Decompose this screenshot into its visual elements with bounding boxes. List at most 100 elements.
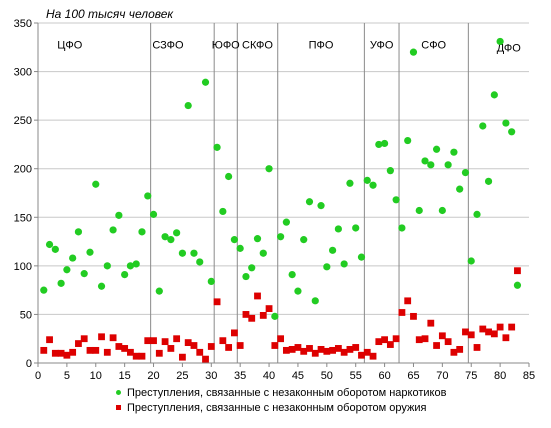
point-weapons-26 [184,339,192,346]
point-weapons-68 [427,319,435,327]
district-label-0: ЦФО [57,39,83,51]
point-drugs-38 [253,235,262,243]
y-tick-label-250: 250 [14,115,32,127]
point-weapons-16 [127,348,134,356]
point-drugs-13 [109,226,117,234]
point-weapons-71 [444,338,452,346]
point-drugs-3 [51,245,59,253]
point-weapons-1 [40,346,48,354]
point-weapons-34 [231,329,238,337]
point-weapons-15 [121,345,129,352]
point-drugs-47 [305,198,314,206]
point-weapons-58 [369,352,377,360]
point-weapons-57 [363,348,371,356]
point-weapons-7 [75,340,82,347]
point-weapons-72 [450,348,458,356]
point-drugs-15 [121,271,129,279]
point-weapons-55 [352,344,360,351]
point-weapons-74 [462,328,469,336]
y-tick-label-350: 350 [14,18,32,30]
district-labels: ЦФО СЗФО ЮФО СКФО ПФО УФО СФО ДФО [57,39,521,54]
point-drugs-21 [155,287,163,295]
point-drugs-72 [450,148,458,156]
point-drugs-52 [334,225,342,233]
point-weapons-69 [433,342,440,349]
y-tick-label-100: 100 [14,261,32,273]
point-drugs-29 [201,78,210,86]
x-tick-label-35: 35 [234,370,246,382]
y-tick-label-300: 300 [14,67,32,79]
point-drugs-75 [467,257,475,265]
point-drugs-6 [69,254,77,262]
y-tick-label-0: 0 [26,358,32,370]
point-drugs-14 [115,211,123,219]
point-drugs-43 [282,218,290,226]
point-weapons-35 [236,342,244,349]
point-weapons-65 [410,312,417,320]
point-weapons-5 [63,351,71,359]
point-drugs-80 [496,37,504,46]
point-weapons-67 [421,335,429,343]
point-drugs-44 [288,271,296,279]
point-drugs-1 [40,286,48,294]
point-drugs-64 [404,136,412,145]
point-drugs-57 [363,176,371,184]
point-weapons-9 [86,346,94,354]
point-weapons-39 [259,312,267,319]
point-weapons-23 [167,345,175,352]
point-drugs-66 [415,206,423,215]
x-tick-label-20: 20 [147,370,159,382]
point-drugs-20 [149,210,158,218]
point-weapons-83 [514,267,521,275]
district-dividers [150,23,469,363]
point-weapons-38 [254,292,261,300]
point-weapons-76 [473,344,481,351]
point-weapons-13 [109,334,117,342]
point-drugs-63 [398,224,406,232]
point-drugs-19 [144,192,152,200]
point-weapons-44 [288,346,296,353]
point-weapons-43 [282,346,290,354]
point-drugs-36 [242,272,250,281]
point-weapons-14 [115,343,123,350]
point-weapons-42 [277,335,285,343]
point-weapons-22 [161,338,169,346]
point-drugs-67 [421,157,429,165]
chart-title: На 100 тысяч человек [46,7,174,21]
point-weapons-11 [98,333,105,341]
x-tick-label-15: 15 [119,370,131,382]
district-label-6: СФО [421,39,446,51]
x-tick-label-70: 70 [436,370,448,382]
point-drugs-31 [213,143,221,151]
point-drugs-56 [357,253,366,261]
point-weapons-25 [179,353,186,361]
district-label-2: ЮФО [212,39,240,51]
point-drugs-68 [427,161,435,169]
point-drugs-27 [190,249,198,257]
point-drugs-81 [502,119,510,127]
legend-marker-circle-icon [116,390,121,395]
point-weapons-63 [398,309,406,316]
point-weapons-48 [311,349,319,357]
point-drugs-26 [184,101,192,110]
district-label-5: УФО [370,39,394,51]
point-drugs-4 [57,279,65,287]
point-drugs-8 [80,270,88,278]
point-drugs-61 [386,167,394,175]
point-weapons-17 [132,352,140,360]
point-drugs-78 [484,177,493,185]
point-drugs-34 [230,236,238,244]
x-tick-label-0: 0 [35,370,41,382]
point-drugs-48 [311,297,319,305]
point-weapons-19 [144,337,152,345]
point-drugs-58 [369,181,377,189]
x-tick-label-10: 10 [90,370,102,382]
point-weapons-36 [242,311,250,318]
point-weapons-24 [173,335,181,343]
point-drugs-23 [167,236,175,244]
point-drugs-70 [438,206,446,215]
point-drugs-41 [271,312,279,320]
point-drugs-45 [294,287,302,295]
point-drugs-22 [161,233,169,241]
